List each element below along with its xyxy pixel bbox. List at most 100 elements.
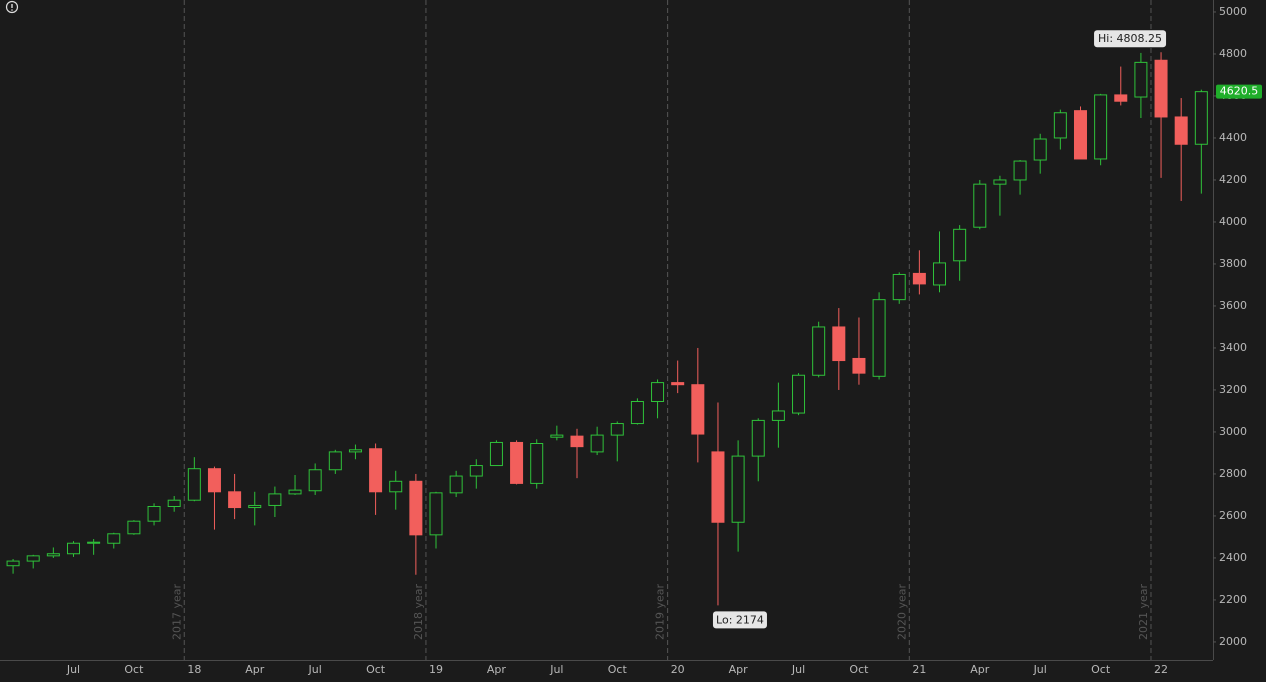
candle-body xyxy=(328,451,342,471)
x-tick-label: Apr xyxy=(970,663,990,676)
candle-body xyxy=(792,374,806,414)
candle-body xyxy=(6,560,20,567)
candle-body xyxy=(651,382,665,403)
candle-body xyxy=(1194,91,1208,145)
x-tick-label: 22 xyxy=(1154,663,1168,676)
candle-body xyxy=(268,493,282,506)
y-tick-label: 4200 xyxy=(1219,173,1247,186)
y-tick-label: 2600 xyxy=(1219,509,1247,522)
candle-body xyxy=(610,423,624,436)
candle-body xyxy=(973,183,987,228)
candle-body xyxy=(933,262,947,286)
candle-body xyxy=(1013,160,1027,181)
x-tick-label: Jul xyxy=(1033,663,1047,676)
candle-body xyxy=(469,465,483,477)
candle-body xyxy=(912,272,926,285)
candle-body xyxy=(1094,94,1108,160)
candle-body xyxy=(1154,59,1168,118)
candle-body xyxy=(147,505,161,522)
candle-body xyxy=(107,533,121,544)
candle-body xyxy=(26,555,40,562)
candle-body xyxy=(369,448,383,493)
candle-body xyxy=(228,491,242,509)
candle-body xyxy=(872,299,886,377)
candle-body xyxy=(832,326,846,362)
x-tick-label: 18 xyxy=(187,663,201,676)
y-tick-label: 5000 xyxy=(1219,5,1247,18)
year-label: 2020 year xyxy=(895,583,908,640)
candle-body xyxy=(489,441,503,467)
x-tick-label: Oct xyxy=(849,663,869,676)
year-label: 2017 year xyxy=(170,583,183,640)
y-tick-label: 2800 xyxy=(1219,467,1247,480)
candle-body xyxy=(812,326,826,376)
candle-body xyxy=(550,434,564,438)
y-tick-label: 3200 xyxy=(1219,383,1247,396)
candle-body xyxy=(66,542,80,555)
extreme-label-box xyxy=(712,611,767,629)
year-label: 2018 year xyxy=(412,583,425,640)
candle-body xyxy=(308,469,322,492)
alert-dot xyxy=(11,9,13,11)
x-tick-label: Apr xyxy=(729,663,749,676)
candle-body xyxy=(409,480,423,536)
alert-icon[interactable] xyxy=(5,0,19,14)
candle-body xyxy=(167,499,181,507)
candle-body xyxy=(570,435,584,448)
x-tick-label: Apr xyxy=(245,663,265,676)
candle-body xyxy=(510,441,524,484)
candle-body xyxy=(852,357,866,374)
last-price-box xyxy=(1216,84,1262,99)
x-tick-label: Oct xyxy=(366,663,386,676)
x-tick-label: 20 xyxy=(671,663,685,676)
candle-body xyxy=(892,273,906,301)
candle-body xyxy=(187,468,201,501)
candle-body xyxy=(288,489,302,495)
candle-body xyxy=(993,179,1007,185)
candle-body xyxy=(953,228,967,262)
candle-body xyxy=(46,553,60,557)
candle-body xyxy=(87,541,101,544)
extreme-label-box xyxy=(1094,30,1167,48)
x-tick-label: Jul xyxy=(308,663,322,676)
x-tick-label: Jul xyxy=(66,663,80,676)
candle-body xyxy=(731,455,745,523)
x-tick-label: Oct xyxy=(608,663,628,676)
candle-body xyxy=(1114,94,1128,102)
y-tick-label: 2200 xyxy=(1219,593,1247,606)
candle-body xyxy=(1134,61,1148,98)
candle-body xyxy=(389,480,403,493)
candle-body xyxy=(1073,110,1087,160)
y-tick-label: 4800 xyxy=(1219,47,1247,60)
year-label: 2021 year xyxy=(1137,583,1150,640)
x-tick-label: Oct xyxy=(1091,663,1111,676)
candle-body xyxy=(630,401,644,425)
y-tick-label: 2400 xyxy=(1219,551,1247,564)
y-tick-label: 4400 xyxy=(1219,131,1247,144)
candle-body xyxy=(530,442,544,484)
x-tick-label: 19 xyxy=(429,663,443,676)
candle-body xyxy=(711,451,725,523)
candle-body xyxy=(429,492,443,536)
y-tick-label: 3600 xyxy=(1219,299,1247,312)
candle-body xyxy=(1053,112,1067,139)
y-tick-label: 3400 xyxy=(1219,341,1247,354)
y-tick-label: 2000 xyxy=(1219,635,1247,648)
candle-body xyxy=(590,434,604,453)
x-tick-label: Jul xyxy=(549,663,563,676)
x-tick-label: Apr xyxy=(487,663,507,676)
y-tick-label: 3800 xyxy=(1219,257,1247,270)
x-tick-label: 21 xyxy=(912,663,926,676)
x-tick-label: Jul xyxy=(791,663,805,676)
year-label: 2019 year xyxy=(654,583,667,640)
candle-body xyxy=(127,520,141,535)
candle-body xyxy=(449,475,463,494)
candle-body xyxy=(671,382,685,386)
candle-body xyxy=(1033,138,1047,161)
extreme-label: Hi: 4808.25 xyxy=(1098,32,1162,45)
candle-body xyxy=(751,419,765,457)
x-tick-label: Oct xyxy=(124,663,144,676)
